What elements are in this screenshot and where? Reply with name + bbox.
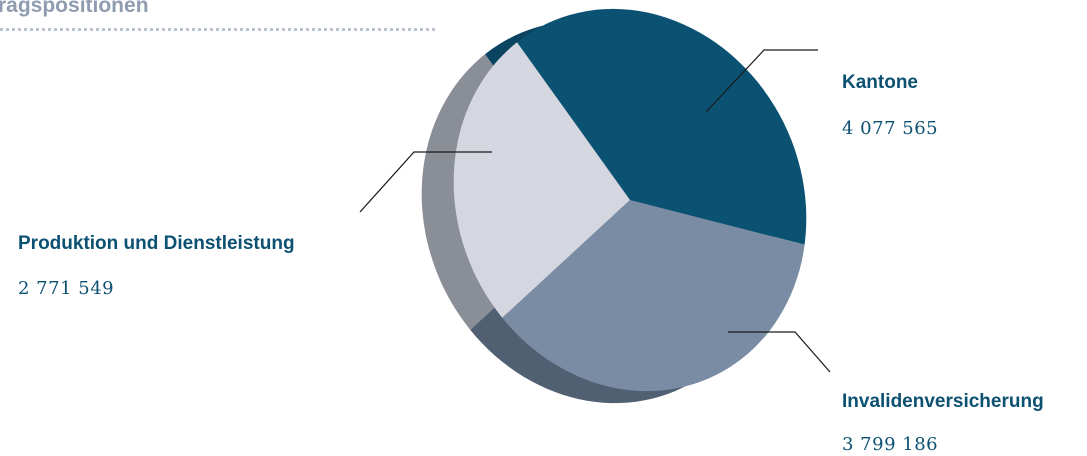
title-dotted-rule <box>0 28 435 31</box>
pie-slice-layer <box>453 8 807 392</box>
pie-slice-produktion <box>453 42 630 318</box>
leader-lines <box>359 49 831 373</box>
slice-label-kantone: Kantone <box>842 72 918 93</box>
slice-value-produktion: 2 771 549 <box>18 278 115 299</box>
leader-line-produktion <box>359 151 492 213</box>
leader-line-kantone <box>705 49 818 113</box>
pie-slice-invalidenversicherung <box>502 200 805 392</box>
slice-value-kantone: 4 077 565 <box>842 118 939 139</box>
leader-line-invalidenversicherung <box>728 331 831 373</box>
section-title: ragspositionen <box>0 0 149 17</box>
pie-slice-kantone <box>517 8 807 245</box>
slice-value-invalidenversicherung: 3 799 186 <box>842 434 939 455</box>
slice-label-invalidenversicherung: Invalidenversicherung <box>842 391 1044 412</box>
slice-label-produktion: Produktion und Dienstleistung <box>18 233 295 254</box>
